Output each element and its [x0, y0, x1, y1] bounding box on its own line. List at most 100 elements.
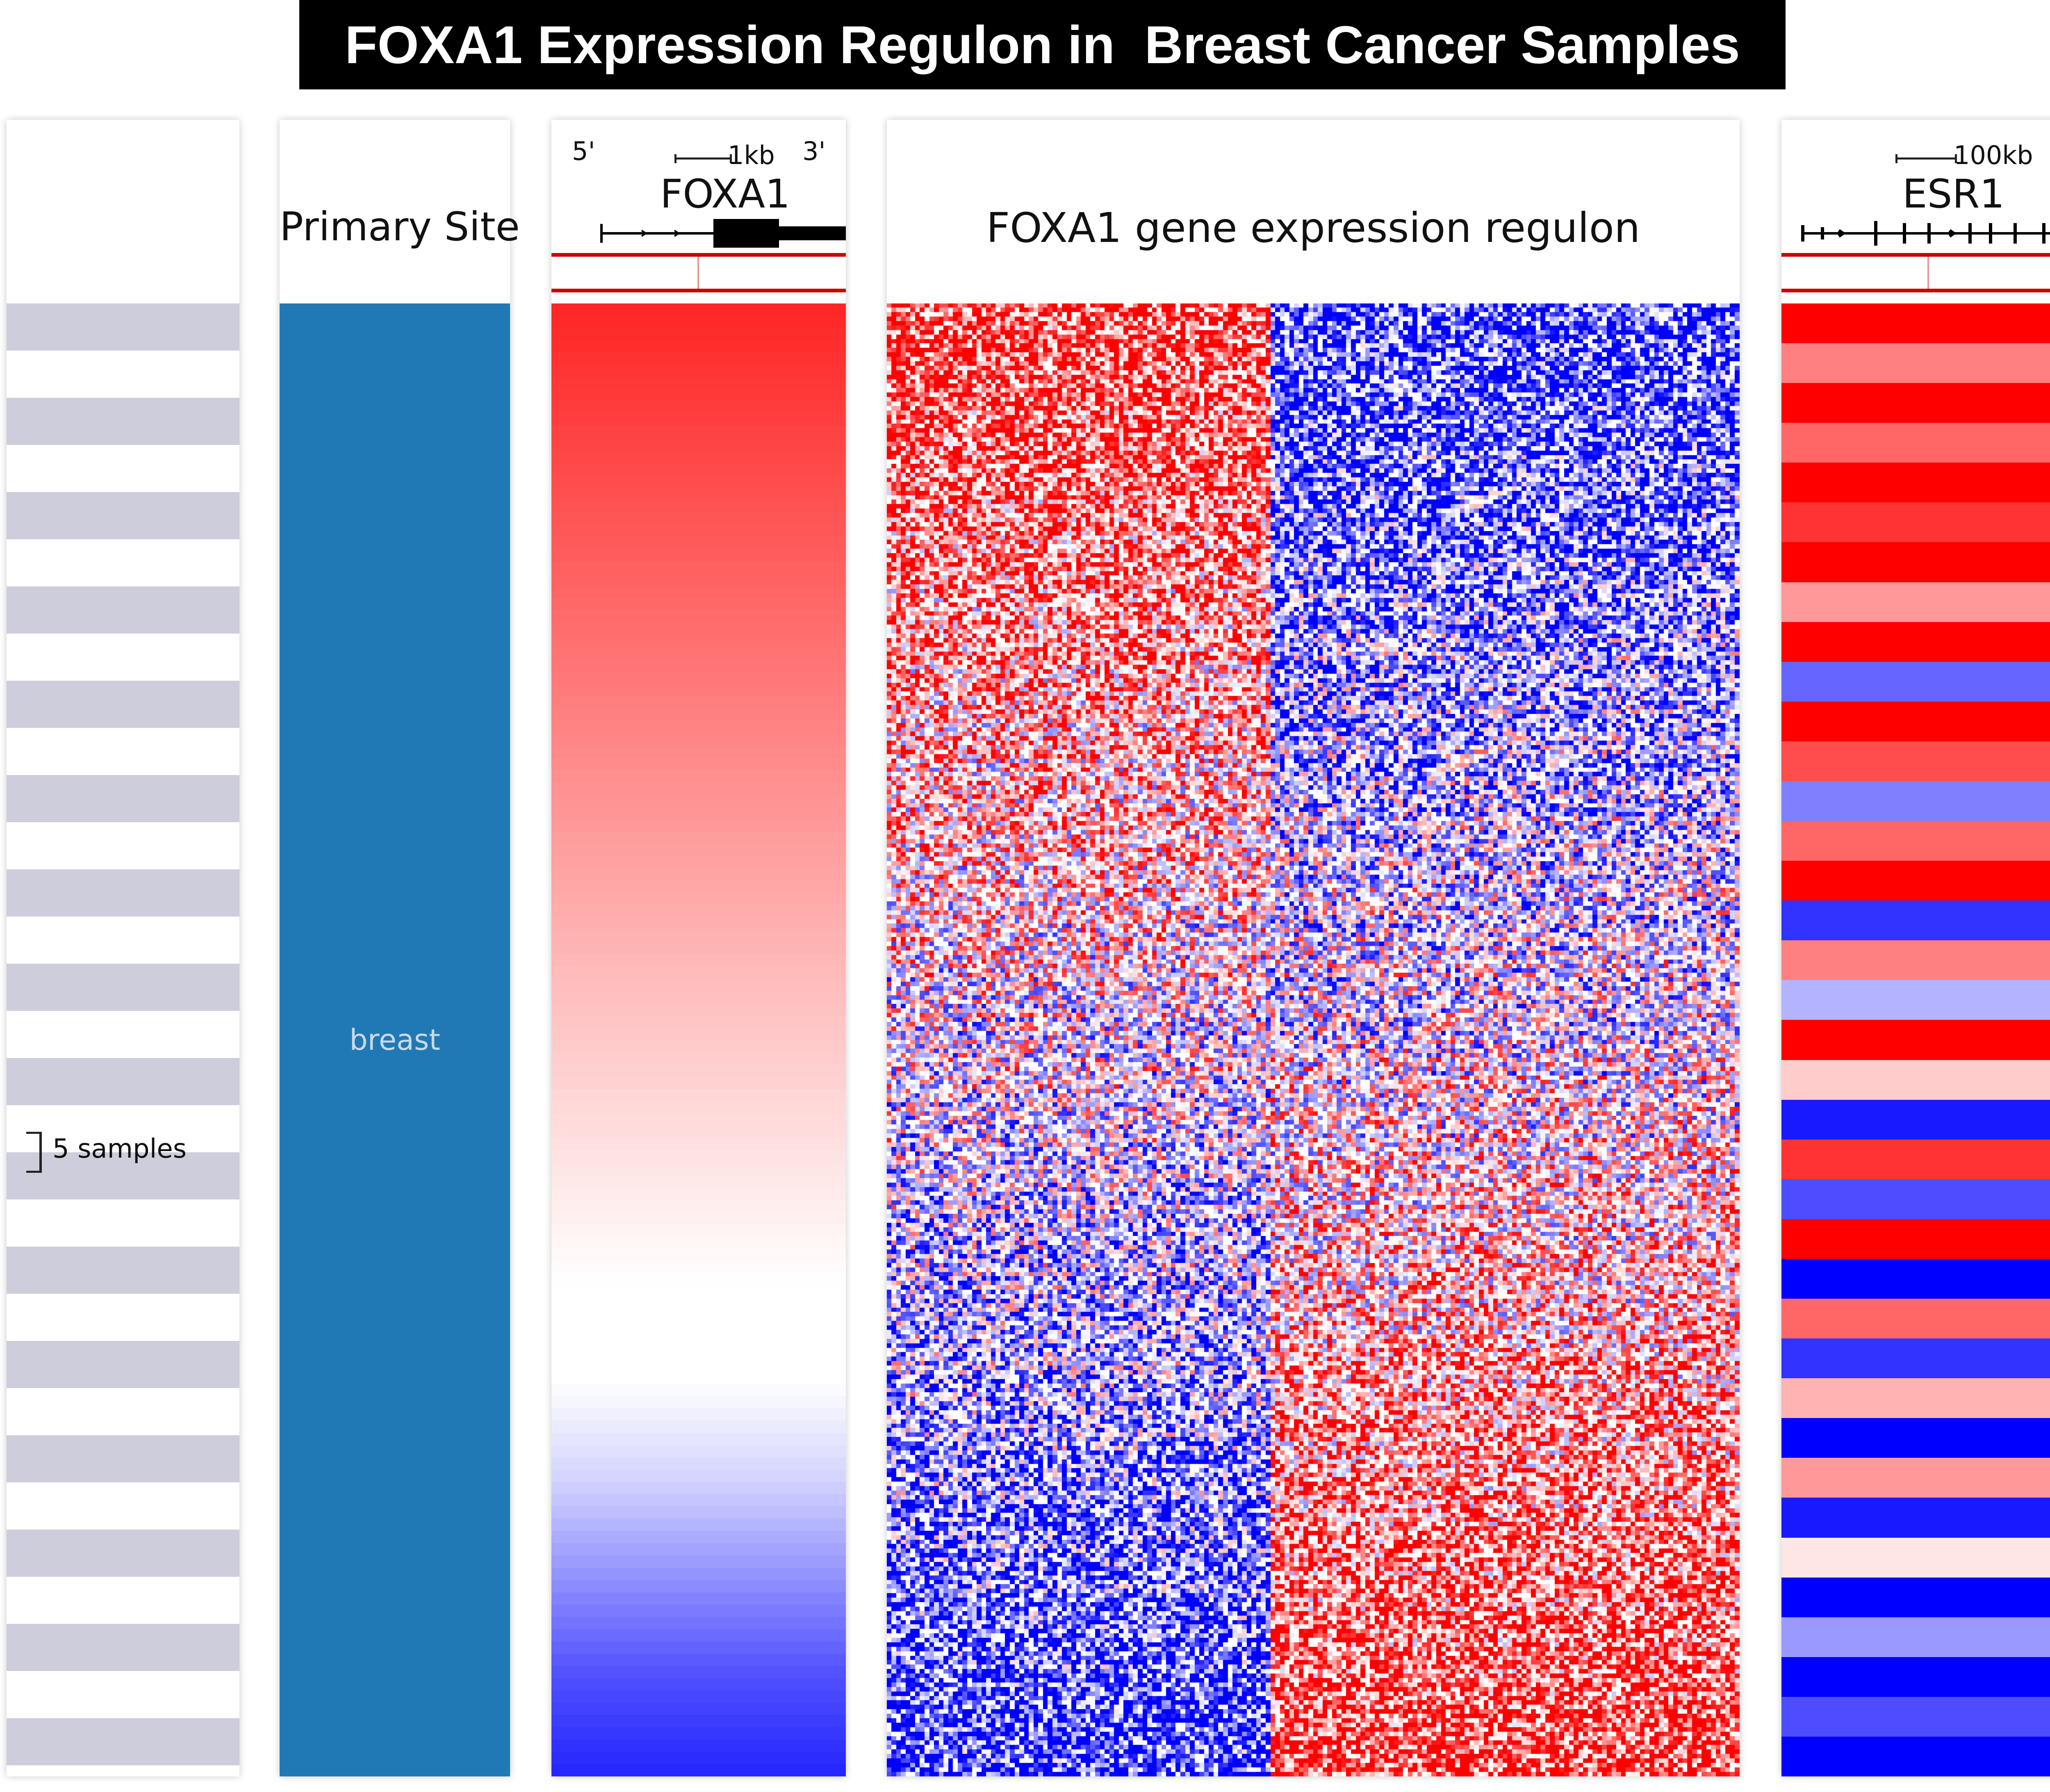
esr1-band [1781, 980, 2050, 1020]
foxa1-band [551, 303, 846, 316]
foxa1-band [551, 549, 846, 561]
foxa1-band [551, 978, 846, 991]
esr1-band [1781, 1498, 2050, 1538]
sample-stripe [7, 1624, 239, 1671]
esr1-panel: 100kb ESR1 [1781, 120, 2050, 1776]
foxa1-band [551, 684, 846, 696]
primary-site-panel: Primary Site breast [280, 120, 520, 1776]
foxa1-band [551, 512, 846, 524]
foxa1-band [551, 1678, 846, 1690]
regulon-heatmap [887, 303, 1740, 1776]
esr1-band [1781, 1020, 2050, 1060]
three-prime-label: 3' [802, 136, 826, 166]
esr1-band [1781, 1060, 2050, 1100]
sample-stripe [7, 586, 239, 634]
foxa1-track-line-2 [551, 289, 846, 292]
foxa1-band [551, 1420, 846, 1433]
esr1-band [1781, 502, 2050, 542]
sample-stripe [7, 869, 239, 917]
sample-stripe [7, 398, 239, 445]
foxa1-band [551, 622, 846, 635]
sample-stripe [7, 1294, 239, 1341]
foxa1-band [551, 659, 846, 672]
esr1-band [1781, 1418, 2050, 1458]
foxa1-track-line-1 [551, 253, 846, 257]
sample-stripe [7, 1105, 239, 1152]
foxa1-band [551, 537, 846, 549]
foxa1-band [551, 1752, 846, 1764]
foxa1-band [551, 1605, 846, 1617]
foxa1-band [551, 1518, 846, 1531]
esr1-band [1781, 781, 2050, 821]
foxa1-band [551, 1089, 846, 1101]
foxa1-band [551, 451, 846, 463]
foxa1-band [551, 598, 846, 610]
foxa1-band [551, 1199, 846, 1212]
esr1-band [1781, 542, 2050, 582]
esr1-band [1781, 741, 2050, 781]
foxa1-band [551, 438, 846, 451]
foxa1-band [551, 463, 846, 475]
foxa1-band [551, 1322, 846, 1334]
foxa1-band [551, 1470, 846, 1482]
esr1-header: 100kb ESR1 [1781, 120, 2050, 303]
foxa1-band [551, 1040, 846, 1052]
foxa1-band [551, 1028, 846, 1040]
foxa1-band [551, 1433, 846, 1445]
esr1-expression-track [1781, 303, 2050, 1776]
foxa1-band [551, 1555, 846, 1568]
esr1-band [1781, 901, 2050, 940]
sample-stripes: 5 samples [7, 303, 239, 1776]
primary-site-fill: breast [280, 303, 510, 1776]
foxa1-band [551, 1727, 846, 1740]
foxa1-band [551, 426, 846, 438]
regulon-header: FOXA1 gene expression regulon [887, 120, 1740, 303]
sample-stripe [7, 1058, 239, 1105]
foxa1-band [551, 1249, 846, 1261]
foxa1-band [551, 1101, 846, 1114]
sample-stripe [7, 681, 239, 728]
sample-stripe [7, 1482, 239, 1530]
foxa1-band [551, 1764, 846, 1776]
foxa1-band [551, 721, 846, 733]
esr1-band [1781, 1140, 2050, 1179]
sample-stripe [7, 303, 239, 351]
foxa1-band [551, 672, 846, 684]
foxa1-band [551, 1286, 846, 1298]
foxa1-band [551, 1163, 846, 1175]
sample-stripe [7, 1671, 239, 1718]
sample-stripe [7, 1765, 239, 1776]
foxa1-band [551, 1629, 846, 1642]
foxa1-panel: 5' 3' 1kb FOXA1 [551, 120, 846, 1776]
foxa1-band [551, 1690, 846, 1703]
esr1-band [1781, 303, 2050, 343]
esr1-band [1781, 463, 2050, 502]
foxa1-band [551, 1175, 846, 1187]
foxa1-band [551, 746, 846, 758]
sample-stripe [7, 917, 239, 964]
sample-stripe [7, 1247, 239, 1294]
foxa1-band [551, 610, 846, 622]
esr1-scale-label: 100kb [1954, 140, 2033, 170]
foxa1-band [551, 1310, 846, 1322]
esr1-band [1781, 1299, 2050, 1338]
sample-stripe [7, 1435, 239, 1482]
esr1-band [1781, 622, 2050, 662]
esr1-band [1781, 662, 2050, 702]
sample-stripe [7, 351, 239, 398]
foxa1-band [551, 1666, 846, 1678]
regulon-heatmap-area [887, 303, 1740, 1776]
foxa1-band [551, 819, 846, 831]
sample-stripe [7, 1341, 239, 1388]
figure-title-bar: FOXA1 Expression Regulon in Breast Cance… [299, 0, 1786, 89]
foxa1-band [551, 353, 846, 365]
regulon-title: FOXA1 gene expression regulon [986, 204, 1640, 252]
foxa1-band [551, 794, 846, 807]
foxa1-band [551, 1384, 846, 1396]
esr1-band [1781, 423, 2050, 463]
foxa1-band [551, 401, 846, 414]
foxa1-band [551, 954, 846, 966]
foxa1-band [551, 917, 846, 930]
sample-stripe [7, 1577, 239, 1624]
foxa1-band [551, 770, 846, 782]
